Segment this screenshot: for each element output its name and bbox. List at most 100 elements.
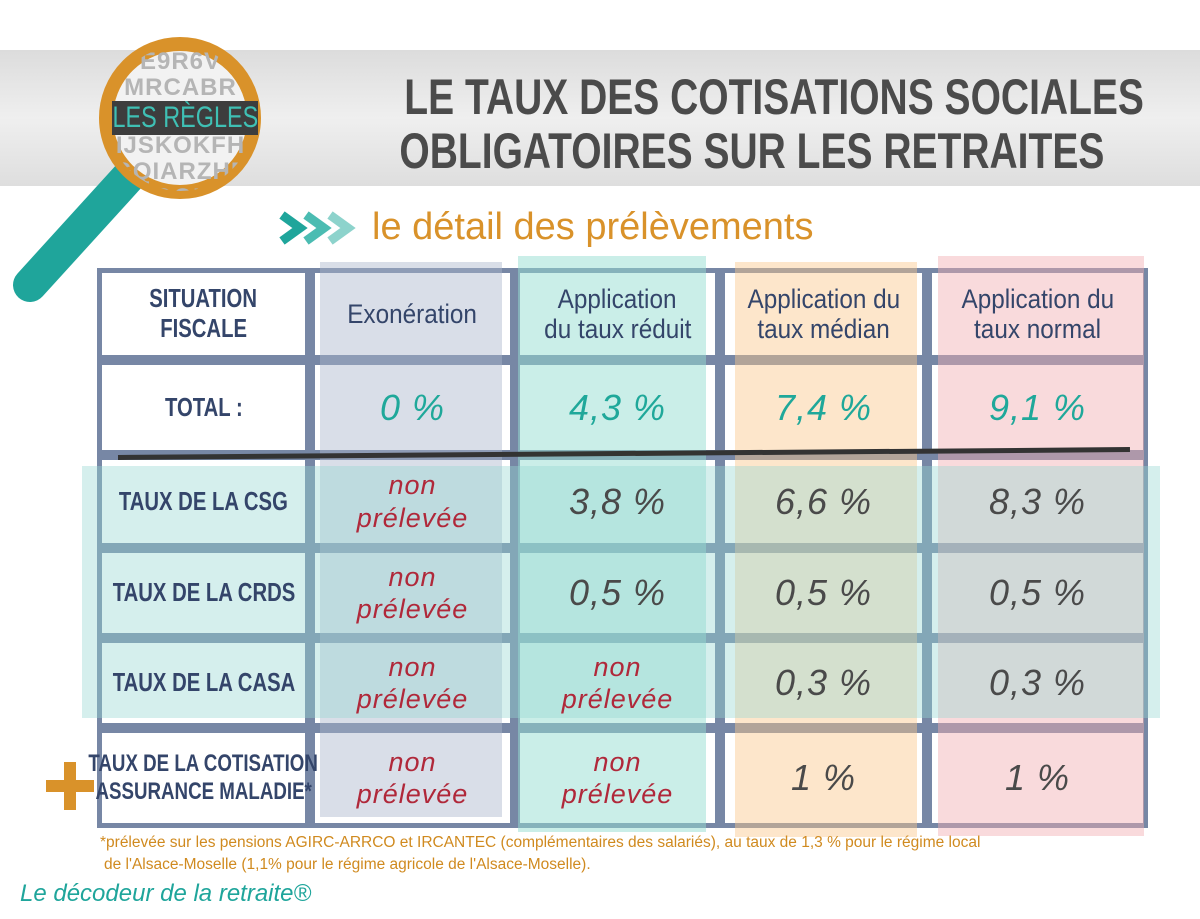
cell-value: 3,8 % [568,480,667,522]
cell: 8,3 % [927,455,1148,548]
cell: non prélevée [515,728,720,828]
cell-bg [932,553,1143,633]
cell-value: 0,5 % [568,572,667,614]
column-header: Application du taux réduit [515,268,720,360]
cell: 0,3 % [927,638,1148,728]
column-header: Application du taux médian [720,268,927,360]
cell-note: non prélevée [356,651,469,714]
badge-letter-row: MRCABR [124,74,237,101]
column-header-line: taux normal [974,314,1101,344]
cell-bg [315,553,510,633]
cell-value: 0,5 % [774,572,873,614]
title-line: OBLIGATOIRES SUR LES RETRAITES [399,123,1105,179]
footnote: *prélevée sur les pensions AGIRC-ARRCO e… [100,832,980,876]
column-header-line: SITUATION [149,283,258,314]
cell: 0,5 % [927,548,1148,638]
cell-value: 1 % [1004,757,1071,799]
column-header: Exonération [310,268,515,360]
row-label-line: TAUX DE LA CASA [112,667,295,698]
badge-letter-row: GQIARZHE [113,158,248,185]
cell-value: 9,1 % [988,386,1087,428]
arrow [279,211,308,245]
cell: 0 % [310,360,515,455]
arrow [327,211,356,245]
cell-bg [102,460,305,543]
badge-letter-row: ICOQKJI [108,184,253,191]
cell-bg [932,643,1143,723]
cell: 6,6 % [720,455,927,548]
row-label-line: TAUX DE LA COTISATION [88,750,319,778]
column-header-line: FISCALE [160,313,247,343]
cell-value: 7,4 % [774,386,873,428]
cell-bg [725,273,922,355]
cell-bg [932,460,1143,543]
cell-bg [315,460,510,543]
cell: non prélevée [515,638,720,728]
cell: 3,8 % [515,455,720,548]
row-label: TAUX DE LA COTISATION ASSURANCE MALADIE* [89,728,318,828]
cell-bg [102,365,305,450]
row-label-line: TAUX DE LA CSG [119,485,289,516]
cell-bg [102,643,305,723]
cell-value: 8,3 % [988,480,1087,522]
cell: 4,3 % [515,360,720,455]
cell-value: 0,5 % [988,572,1087,614]
footnote-line: *prélevée sur les pensions AGIRC-ARRCO e… [100,834,981,851]
cell-bg [725,460,922,543]
highlight [82,466,1160,718]
title-line: LE TAUX DES COTISATIONS SOCIALES [404,69,1144,125]
cell-bg [725,733,922,823]
column-header-line: Application [558,283,677,314]
cell: non prélevée [310,728,515,828]
cell-bg [315,365,510,450]
column-header-line: taux médian [757,314,890,344]
highlight [518,256,706,832]
badge: LES RÈGLES [112,101,258,135]
cell: 0,3 % [720,638,927,728]
title: LE TAUX DES COTISATIONS SOCIALES OBLIGAT… [300,70,1143,178]
cell-note: non prélevée [561,746,674,809]
cell: 9,1 % [927,360,1148,455]
cell-value: 0,3 % [988,662,1087,704]
column-header: SITUATION FISCALE [97,268,310,360]
subtitle: le détail des prélèvements [372,206,814,248]
cell-note: non prélevée [561,651,674,714]
cell: non prélevée [310,548,515,638]
cell: 7,4 % [720,360,927,455]
cell: 0,5 % [720,548,927,638]
cell-bg [102,733,305,823]
badge-letter-row: E9R6V [139,48,222,75]
cell-bg [932,273,1143,355]
row-label: TAUX DE LA CSG [97,455,310,548]
column-header-line: du taux réduit [543,314,692,344]
cell-bg [315,733,510,823]
column-header-line: Application du [747,283,900,314]
cell-bg [725,553,922,633]
cell-bg [315,273,510,355]
cell-bg [315,643,510,723]
badge-letter-row: IJSKOKFH [115,132,246,159]
column-header-line: Exonération [347,298,478,329]
arrow [303,211,332,245]
cell-bg [932,733,1143,823]
cell-bg [725,365,922,450]
cell-value: 0,3 % [774,662,873,704]
cell-value: 6,6 % [774,480,873,522]
cell: non prélevée [310,455,515,548]
highlight [320,262,502,817]
plus-sign [46,762,94,810]
column-header: Application du taux normal [927,268,1148,360]
magnifier-handle [13,158,147,302]
signature: Le décodeur de la retraite® [20,880,312,907]
cell: 1 % [927,728,1148,828]
cell-value: 4,3 % [568,386,667,428]
cell-note: non prélevée [356,746,469,809]
cell-note: non prélevée [356,561,469,624]
cell: non prélevée [310,638,515,728]
badge-text: LES RÈGLES [112,101,258,134]
cell-note: non prélevée [356,470,469,533]
cell-bg [102,553,305,633]
